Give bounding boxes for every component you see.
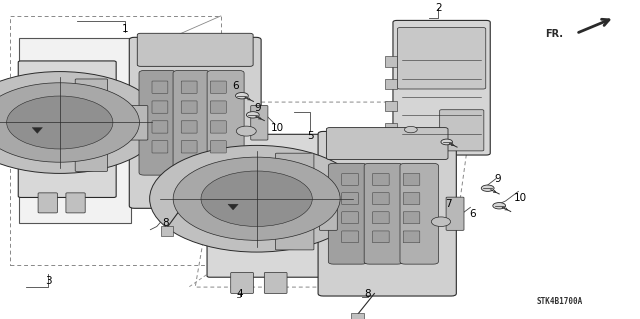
FancyBboxPatch shape: [152, 101, 168, 113]
FancyBboxPatch shape: [181, 81, 197, 93]
Text: FR.: FR.: [545, 29, 563, 40]
Bar: [10, 16, 221, 265]
Text: 10: 10: [271, 122, 284, 133]
FancyBboxPatch shape: [403, 212, 420, 224]
FancyBboxPatch shape: [211, 101, 227, 113]
FancyBboxPatch shape: [403, 174, 420, 185]
FancyBboxPatch shape: [76, 113, 108, 138]
FancyBboxPatch shape: [319, 197, 337, 230]
Text: 8: 8: [162, 218, 168, 228]
Text: 7: 7: [445, 199, 451, 209]
Text: 6: 6: [232, 81, 239, 91]
Circle shape: [236, 126, 256, 136]
FancyBboxPatch shape: [173, 70, 210, 175]
FancyBboxPatch shape: [446, 197, 464, 230]
FancyBboxPatch shape: [403, 193, 420, 204]
Bar: [385, 123, 397, 133]
Circle shape: [246, 112, 259, 118]
Text: 6: 6: [469, 209, 476, 219]
FancyBboxPatch shape: [326, 128, 448, 160]
Text: 9: 9: [255, 103, 261, 114]
FancyBboxPatch shape: [152, 141, 168, 153]
FancyBboxPatch shape: [342, 174, 358, 185]
FancyBboxPatch shape: [372, 212, 389, 224]
FancyBboxPatch shape: [152, 121, 168, 133]
FancyBboxPatch shape: [342, 212, 358, 224]
FancyBboxPatch shape: [207, 70, 244, 175]
Text: 8: 8: [365, 289, 371, 300]
Bar: [385, 78, 397, 89]
FancyBboxPatch shape: [131, 106, 148, 140]
FancyBboxPatch shape: [275, 153, 314, 180]
Bar: [385, 101, 397, 111]
Text: 3: 3: [45, 276, 51, 286]
FancyBboxPatch shape: [211, 81, 227, 93]
FancyBboxPatch shape: [211, 141, 227, 153]
Polygon shape: [228, 204, 238, 210]
FancyBboxPatch shape: [152, 81, 168, 93]
FancyBboxPatch shape: [231, 272, 253, 293]
FancyBboxPatch shape: [129, 37, 261, 208]
FancyBboxPatch shape: [38, 193, 58, 213]
Circle shape: [173, 157, 340, 240]
FancyBboxPatch shape: [181, 121, 197, 133]
Circle shape: [481, 185, 494, 191]
Circle shape: [431, 217, 451, 226]
Bar: [351, 313, 364, 319]
FancyBboxPatch shape: [318, 131, 456, 296]
Circle shape: [201, 171, 312, 226]
FancyBboxPatch shape: [66, 193, 85, 213]
FancyBboxPatch shape: [372, 174, 389, 185]
Text: 2: 2: [435, 3, 442, 13]
Circle shape: [441, 139, 452, 145]
FancyBboxPatch shape: [211, 121, 227, 133]
FancyBboxPatch shape: [181, 101, 197, 113]
Polygon shape: [32, 128, 42, 133]
Circle shape: [236, 93, 248, 99]
FancyBboxPatch shape: [328, 163, 367, 264]
FancyBboxPatch shape: [275, 223, 314, 250]
Text: 1: 1: [122, 24, 128, 34]
Bar: [161, 226, 173, 236]
FancyBboxPatch shape: [372, 231, 389, 243]
FancyBboxPatch shape: [19, 61, 116, 197]
FancyBboxPatch shape: [393, 20, 490, 155]
FancyBboxPatch shape: [275, 188, 314, 215]
FancyBboxPatch shape: [372, 193, 389, 204]
Text: 4: 4: [237, 289, 243, 300]
FancyBboxPatch shape: [181, 141, 197, 153]
Circle shape: [493, 203, 506, 209]
Text: 5: 5: [307, 130, 314, 141]
FancyBboxPatch shape: [76, 146, 108, 171]
FancyBboxPatch shape: [137, 33, 253, 66]
FancyBboxPatch shape: [264, 272, 287, 293]
Circle shape: [0, 71, 162, 174]
Text: STK4B1700A: STK4B1700A: [537, 297, 583, 306]
Circle shape: [6, 96, 113, 149]
FancyBboxPatch shape: [207, 134, 324, 277]
Bar: [19, 38, 131, 223]
FancyBboxPatch shape: [139, 70, 176, 175]
FancyBboxPatch shape: [364, 163, 403, 264]
FancyBboxPatch shape: [440, 110, 484, 151]
FancyBboxPatch shape: [342, 231, 358, 243]
Circle shape: [150, 145, 364, 252]
Text: 9: 9: [495, 174, 501, 184]
Text: 10: 10: [514, 193, 527, 203]
FancyBboxPatch shape: [76, 79, 108, 104]
FancyBboxPatch shape: [400, 163, 438, 264]
Circle shape: [0, 83, 140, 162]
FancyBboxPatch shape: [403, 231, 420, 243]
FancyBboxPatch shape: [397, 27, 486, 89]
Bar: [385, 56, 397, 67]
FancyBboxPatch shape: [251, 106, 268, 140]
FancyBboxPatch shape: [342, 193, 358, 204]
Circle shape: [404, 126, 417, 133]
